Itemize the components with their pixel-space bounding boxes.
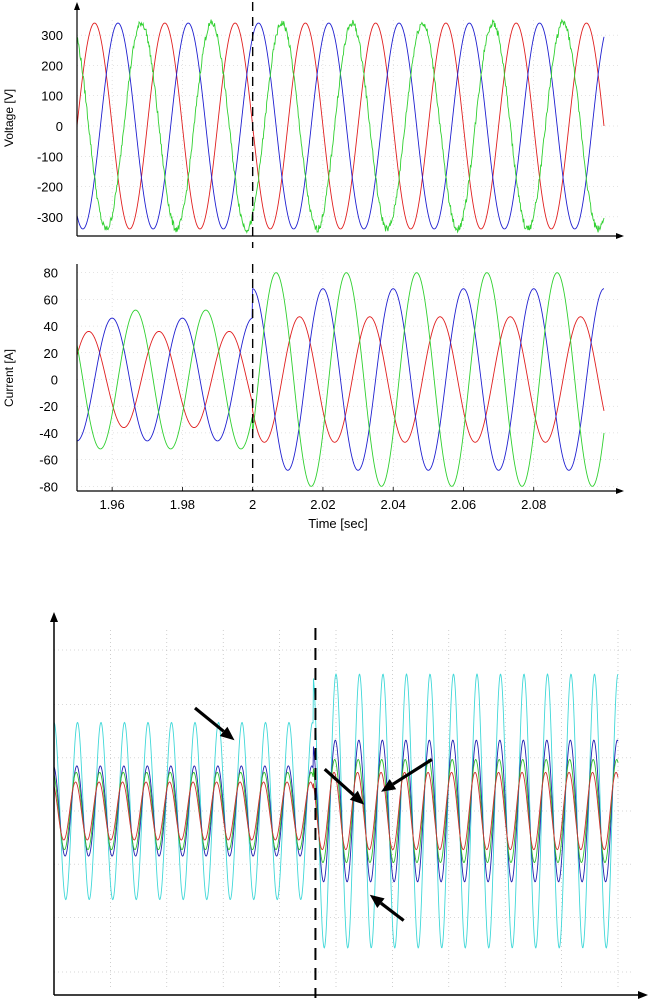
voltage-x-axis-arrow: [616, 233, 624, 239]
current-y-tick-label: 80: [44, 266, 58, 281]
voltage-y-tick-label: -300: [37, 210, 63, 225]
voltage-series-3: [76, 18, 605, 234]
current-series: [76, 272, 605, 487]
scope-annotations: [193, 706, 433, 922]
voltage-y-axis-arrow: [74, 2, 80, 10]
scope-arrow-head: [381, 779, 397, 792]
voltage-series-1: [76, 22, 605, 230]
voltage-y-ticks: 300 200 100 0 -100 -200 -300: [37, 28, 63, 225]
current-x-tick-label: 2.04: [381, 497, 406, 512]
current-series-3: [76, 272, 605, 487]
current-x-label: Time [sec]: [308, 516, 367, 531]
current-x-tick-label: 1.96: [99, 497, 124, 512]
current-y-tick-label: -40: [39, 426, 58, 441]
voltage-y-tick-label: 100: [41, 89, 63, 104]
current-x-axis-arrow: [616, 488, 624, 494]
current-series-1: [76, 316, 605, 443]
scope-arrow-shaft: [392, 758, 433, 786]
scope-series-1: [53, 673, 619, 949]
current-y-tick-label: 0: [51, 373, 58, 388]
current-y-tick-label: -60: [39, 453, 58, 468]
scope-series-2: [53, 739, 619, 883]
current-y-tick-label: -80: [39, 479, 58, 494]
scope-arrow-head: [349, 790, 365, 805]
scope-arrow-shaft: [193, 706, 225, 733]
current-x-tick-label: 2.08: [521, 497, 546, 512]
voltage-y-label: Voltage [V]: [2, 89, 16, 147]
current-x-tick-label: 1.98: [170, 497, 195, 512]
current-panel: 80 60 40 20 0 -20 -40 -60 -80 1.96 1.98 2 2.02 2.04 2…: [2, 264, 624, 531]
current-y-tick-label: 60: [44, 292, 58, 307]
scope-grid: [54, 630, 632, 990]
voltage-y-tick-label: -100: [37, 149, 63, 164]
scope-arrow-head: [219, 726, 235, 741]
voltage-y-tick-label: 200: [41, 58, 63, 73]
current-x-ticks: 1.96 1.98 2 2.02 2.04 2.06 2.08: [99, 487, 546, 512]
scope-series-3: [53, 758, 619, 864]
current-series-2: [76, 288, 605, 471]
scope-x-axis-arrow: [638, 991, 648, 999]
voltage-grid: [77, 20, 618, 232]
current-y-tick-label: 40: [44, 319, 58, 334]
current-y-ticks: 80 60 40 20 0 -20 -40 -60 -80: [39, 266, 58, 495]
voltage-y-tick-label: 300: [41, 28, 63, 43]
voltage-series: [76, 18, 605, 234]
current-y-tick-label: -20: [39, 399, 58, 414]
current-grid: [77, 270, 618, 489]
current-y-tick-label: 20: [44, 346, 58, 361]
scope-arrow-shaft: [323, 767, 355, 797]
scope-arrow-head: [369, 894, 385, 908]
voltage-y-tick-label: -200: [37, 180, 63, 195]
scope-arrow-shaft: [380, 901, 405, 922]
current-y-label: Current [A]: [2, 349, 16, 407]
scope-y-axis-arrow: [50, 612, 58, 622]
current-x-tick-label: 2.06: [451, 497, 476, 512]
voltage-panel: 300 200 100 0 -100 -200 -300 Voltage [V]: [2, 2, 624, 248]
current-x-tick-label: 2: [249, 497, 256, 512]
scope-panel: [50, 612, 648, 999]
voltage-y-tick-label: 0: [56, 119, 63, 134]
current-x-tick-label: 2.02: [310, 497, 335, 512]
